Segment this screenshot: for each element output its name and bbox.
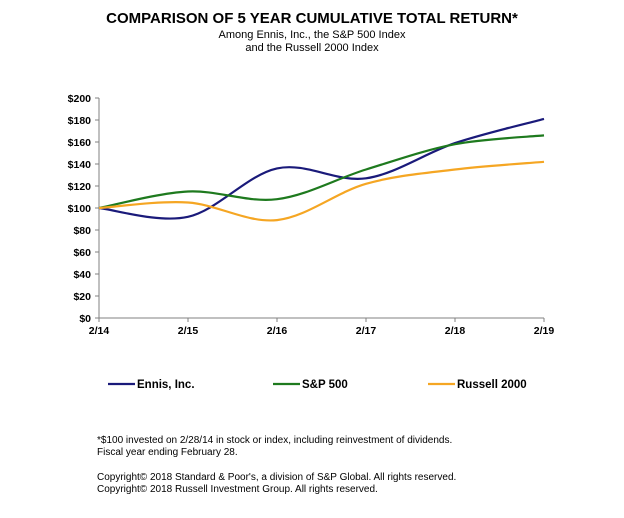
- y-tick-label: $0: [79, 313, 91, 325]
- y-tick-label: $40: [73, 269, 91, 281]
- y-tick-label: $20: [73, 291, 91, 303]
- x-tick-label: 2/16: [267, 325, 288, 337]
- copyright-russell: Copyright© 2018 Russell Investment Group…: [97, 484, 378, 495]
- y-tick-label: $100: [68, 203, 92, 215]
- legend-label: S&P 500: [302, 379, 348, 391]
- copyright-sp: Copyright© 2018 Standard & Poor's, a div…: [97, 472, 457, 483]
- chart-title: COMPARISON OF 5 YEAR CUMULATIVE TOTAL RE…: [106, 10, 518, 27]
- y-tick-label: $160: [68, 137, 92, 149]
- series-line-1: [98, 134, 545, 210]
- chart-subtitle-line1: Among Ennis, Inc., the S&P 500 Index: [219, 29, 406, 41]
- footnote-investment: *$100 invested on 2/28/14 in stock or in…: [97, 435, 453, 446]
- x-tick-label: 2/17: [356, 325, 377, 337]
- x-tick-label: 2/14: [89, 325, 110, 337]
- legend-label: Ennis, Inc.: [137, 379, 195, 391]
- chart-subtitle-line2: and the Russell 2000 Index: [245, 42, 379, 54]
- y-tick-label: $60: [73, 247, 91, 259]
- y-tick-label: $180: [68, 115, 92, 127]
- x-tick-label: 2/19: [534, 325, 555, 337]
- series-line-2: [98, 160, 545, 222]
- y-tick-label: $120: [68, 181, 92, 193]
- y-tick-label: $80: [73, 225, 91, 237]
- footnote-fiscal-year: Fiscal year ending February 28.: [97, 447, 238, 458]
- legend-label: Russell 2000: [457, 379, 527, 391]
- y-tick-label: $200: [68, 93, 92, 105]
- y-tick-label: $140: [68, 159, 92, 171]
- series-line-0: [98, 117, 545, 220]
- x-tick-label: 2/18: [445, 325, 466, 337]
- x-tick-label: 2/15: [178, 325, 199, 337]
